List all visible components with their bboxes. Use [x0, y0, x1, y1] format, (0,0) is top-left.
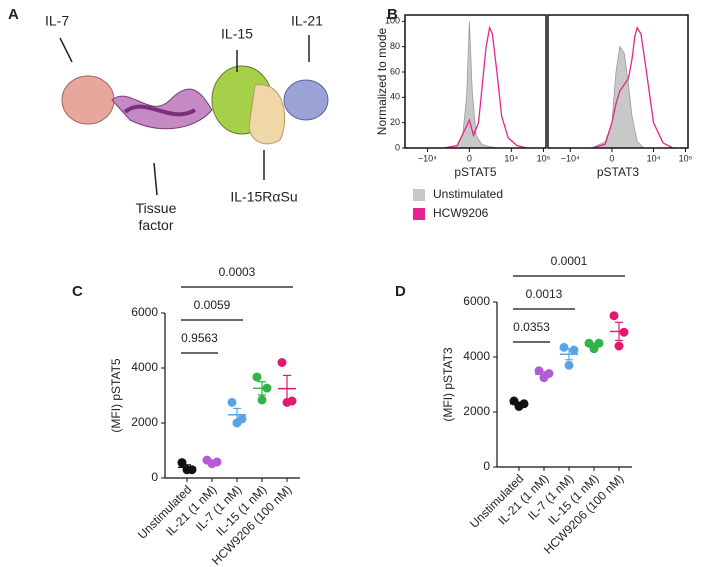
legend-label: HCW9206	[433, 206, 489, 220]
y-tick-label: 0	[395, 142, 400, 152]
y-tick-label: 100	[385, 16, 400, 26]
y-tick-label: 6000	[131, 305, 158, 319]
p-value: 0.0013	[526, 287, 563, 301]
y-tick-label: 2000	[131, 415, 158, 429]
y-tick-label: 40	[390, 92, 400, 102]
data-point	[559, 342, 569, 352]
p-value: 0.0001	[551, 254, 588, 268]
y-tick-label: 60	[390, 66, 400, 76]
legend-swatch	[413, 189, 425, 201]
x-tick-label: −10⁴	[561, 153, 580, 163]
data-point	[257, 395, 267, 405]
p-value: 0.0353	[513, 320, 550, 334]
x-tick-label: 10⁴	[504, 153, 518, 163]
y-tick-label: 6000	[463, 294, 490, 308]
data-point	[252, 372, 262, 382]
plot-frame	[547, 14, 689, 149]
structure-label: IL-7	[45, 13, 69, 29]
y-tick-label: 4000	[463, 349, 490, 363]
p-value: 0.0003	[219, 265, 256, 279]
data-point	[619, 327, 629, 337]
panel-letter: B	[387, 6, 398, 23]
x-tick-label: −10⁴	[418, 153, 437, 163]
x-tick-label: 0	[467, 153, 472, 163]
y-tick-label: 2000	[463, 404, 490, 418]
y-tick-label: 4000	[131, 360, 158, 374]
legend-label: Unstimulated	[433, 187, 503, 201]
x-axis-title: pSTAT5	[454, 165, 497, 179]
structure-label: IL-21	[291, 13, 323, 29]
panel-letter: D	[395, 283, 406, 300]
y-tick-label: 0	[483, 459, 490, 473]
x-axis-title: pSTAT3	[597, 165, 640, 179]
legend-swatch	[413, 208, 425, 220]
y-axis-title: (MFI) pSTAT3	[441, 347, 455, 422]
panel-letter: C	[72, 283, 83, 300]
x-tick-label: 10⁵	[679, 153, 693, 163]
structure-label: IL-15	[221, 26, 253, 42]
y-tick-label: 80	[390, 41, 400, 51]
plot-frame	[404, 14, 547, 149]
histogram-line	[591, 26, 674, 149]
y-axis-title: (MFI) pSTAT5	[109, 358, 123, 433]
y-tick-label: 0	[151, 470, 158, 484]
data-point	[614, 341, 624, 351]
x-tick-label: 10⁴	[647, 153, 661, 163]
data-point	[539, 373, 549, 383]
data-point	[569, 345, 579, 355]
data-point	[227, 397, 237, 407]
y-axis-title: Normalized to mode	[375, 27, 389, 135]
panel-letter: A	[8, 6, 19, 23]
p-value: 0.0059	[194, 298, 231, 312]
data-point	[609, 311, 619, 321]
histogram-line	[443, 25, 527, 149]
data-point	[564, 360, 574, 370]
data-point	[277, 358, 287, 367]
data-point	[534, 366, 544, 376]
x-tick-label: 0	[609, 153, 614, 163]
y-tick-label: 20	[390, 117, 400, 127]
x-tick-label: 10⁵	[537, 153, 551, 163]
p-value: 0.9563	[181, 331, 218, 345]
structure-label: IL-15RαSu	[230, 189, 297, 205]
protein-structure	[59, 35, 329, 196]
structure-label: Tissue factor	[135, 200, 177, 233]
